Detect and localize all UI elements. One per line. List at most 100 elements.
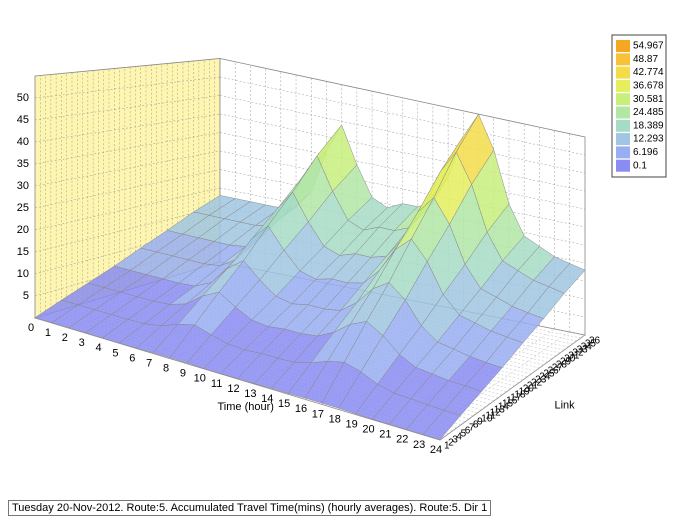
y-tick-label: 27 xyxy=(552,363,564,374)
y-tick-label: 6 xyxy=(465,426,471,437)
y-tick-label: 36 xyxy=(589,336,601,347)
y-tick-label: 28 xyxy=(556,360,568,371)
y-tick-label: 33 xyxy=(577,345,589,356)
z-tick-label: 35 xyxy=(17,158,29,170)
legend-swatch xyxy=(616,119,630,132)
x-tick-label: 2 xyxy=(62,332,68,344)
x-axis-label: Time (hour) xyxy=(218,401,274,413)
legend-label: 30.581 xyxy=(633,94,664,105)
z-tick-label: 25 xyxy=(17,202,29,214)
x-tick-label: 21 xyxy=(379,429,391,441)
x-tick-label: 6 xyxy=(129,352,135,364)
z-tick-label: 45 xyxy=(17,114,29,126)
legend-swatch xyxy=(616,159,630,172)
y-tick-label: 4 xyxy=(456,432,462,443)
grid-line xyxy=(34,150,221,187)
y-tick-label: 35 xyxy=(585,339,597,350)
x-tick-label: 3 xyxy=(79,337,85,349)
legend-label: 24.485 xyxy=(633,107,664,118)
legend-label: 6.196 xyxy=(633,147,658,158)
grid-line xyxy=(34,76,221,99)
legend-swatch xyxy=(616,93,630,106)
grid-line xyxy=(439,334,586,441)
y-tick-label: 10 xyxy=(481,414,493,425)
labels: 1234567891011121314151617181920212223242… xyxy=(17,92,601,456)
x-tick-label: 0 xyxy=(28,322,34,334)
legend-swatch xyxy=(616,79,630,92)
y-axis-label: Link xyxy=(555,399,576,411)
y-tick-label: 21 xyxy=(527,381,539,392)
y-tick-label: 2 xyxy=(448,438,454,449)
y-tick-label: 15 xyxy=(502,399,514,410)
x-tick-label: 13 xyxy=(244,388,256,400)
x-tick-label: 18 xyxy=(329,413,341,425)
chart: 1234567891011121314151617181920212223242… xyxy=(17,34,667,456)
y-tick-label: 3 xyxy=(452,435,458,446)
grid-line xyxy=(34,169,221,209)
y-tick-label: 34 xyxy=(581,342,593,353)
y-tick-label: 16 xyxy=(506,396,518,407)
legend-swatch xyxy=(616,53,630,66)
y-tick-label: 7 xyxy=(469,423,475,434)
x-tick-label: 1 xyxy=(45,327,51,339)
z-tick-label: 50 xyxy=(17,92,29,104)
y-tick-label: 5 xyxy=(461,429,467,440)
x-tick-label: 14 xyxy=(261,393,273,405)
z-tick-label: 10 xyxy=(17,268,29,280)
grid-line xyxy=(34,95,221,121)
z-tick-label: 30 xyxy=(17,180,29,192)
legend-swatch xyxy=(616,133,630,146)
legend-swatch xyxy=(616,146,630,159)
y-tick-label: 24 xyxy=(539,372,551,383)
y-tick-label: 18 xyxy=(514,390,526,401)
legend-label: 42.774 xyxy=(633,67,664,78)
x-tick-label: 15 xyxy=(278,398,290,410)
x-tick-label: 12 xyxy=(227,383,239,395)
x-tick-label: 24 xyxy=(430,444,442,456)
y-tick-label: 25 xyxy=(543,369,555,380)
grid-line xyxy=(34,132,221,165)
y-tick-label: 14 xyxy=(498,402,510,413)
y-tick-label: 31 xyxy=(568,351,580,362)
x-tick-label: 20 xyxy=(362,424,374,436)
y-tick-label: 22 xyxy=(531,378,543,389)
surface-cell xyxy=(422,409,462,440)
legend-swatch xyxy=(616,40,630,52)
z-tick-label: 20 xyxy=(17,224,29,236)
legend-label: 12.293 xyxy=(633,134,664,145)
y-tick-label: 1 xyxy=(444,441,450,452)
x-tick-label: 7 xyxy=(146,357,152,369)
y-tick-label: 32 xyxy=(572,348,584,359)
z-tick-label: 5 xyxy=(23,290,29,302)
y-tick-label: 23 xyxy=(535,375,547,386)
x-tick-label: 23 xyxy=(413,439,425,451)
x-tick-label: 10 xyxy=(194,373,206,385)
legend-swatch xyxy=(616,66,630,79)
y-tick-label: 17 xyxy=(510,393,522,404)
x-tick-label: 5 xyxy=(112,347,118,359)
y-tick-label: 8 xyxy=(473,420,479,431)
legend-swatch xyxy=(616,106,630,119)
y-tick-label: 26 xyxy=(548,366,560,377)
x-tick-label: 9 xyxy=(180,368,186,380)
legend-label: 48.87 xyxy=(633,54,658,65)
y-tick-label: 20 xyxy=(523,384,535,395)
surface xyxy=(34,113,586,440)
x-tick-label: 17 xyxy=(312,408,324,420)
y-tick-label: 19 xyxy=(519,387,531,398)
legend-label: 54.967 xyxy=(633,41,664,52)
status-bar: Tuesday 20-Nov-2012. Route:5. Accumulate… xyxy=(8,500,492,516)
x-tick-label: 4 xyxy=(95,342,101,354)
legend-label: 0.1 xyxy=(633,160,647,171)
legend: 54.967 48.87 42.774 36.678 30.581 24.485 18.38… xyxy=(611,34,667,178)
x-tick-label: 8 xyxy=(163,363,169,375)
z-tick-label: 15 xyxy=(17,246,29,258)
z-tick-label: 40 xyxy=(17,136,29,148)
y-tick-label: 9 xyxy=(477,417,483,428)
x-tick-label: 11 xyxy=(211,378,222,390)
legend-label: 18.389 xyxy=(633,120,664,131)
y-tick-label: 30 xyxy=(564,354,576,365)
grid-line xyxy=(34,113,221,143)
y-tick-label: 12 xyxy=(490,408,502,419)
y-tick-label: 13 xyxy=(494,405,506,416)
